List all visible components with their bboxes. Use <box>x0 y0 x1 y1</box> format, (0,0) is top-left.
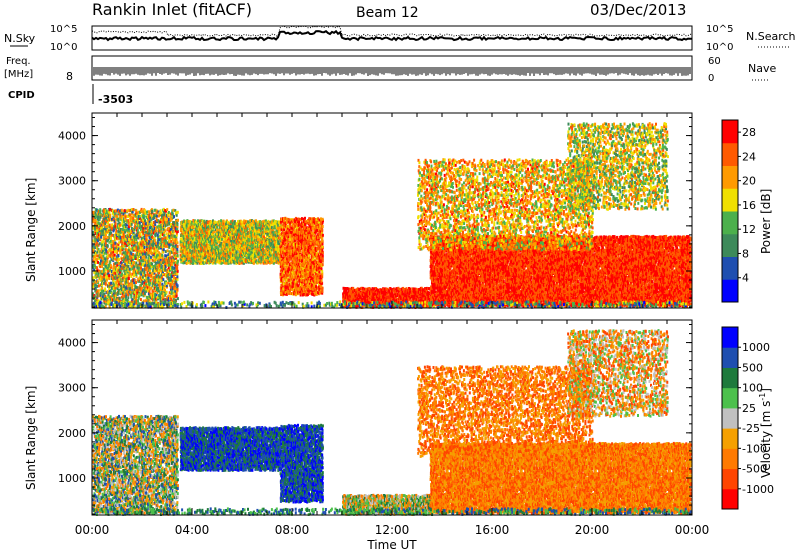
date-title: 03/Dec/2013 <box>590 1 686 19</box>
power-cell <box>109 224 111 227</box>
nsearch-tick-hi: 10^5 <box>706 24 733 35</box>
power-cell <box>102 240 104 243</box>
power-cell <box>106 279 108 282</box>
power-cell <box>114 254 116 257</box>
power-cell <box>113 266 115 269</box>
power-cell <box>118 262 120 265</box>
nave-tick-hi: 60 <box>708 56 721 67</box>
power-cell <box>124 209 126 212</box>
freq-panel: Freq. [MHz] 8 60 0 Nave <box>4 56 776 84</box>
cpid-value: -3503 <box>98 93 133 106</box>
power-cell <box>99 208 101 211</box>
power-cell <box>118 289 120 292</box>
power-cell <box>105 272 107 275</box>
power-cell <box>105 282 107 285</box>
power-cell <box>96 272 98 275</box>
beam-title: Beam 12 <box>356 5 419 21</box>
power-cell <box>109 214 111 217</box>
power-cell <box>121 272 123 275</box>
freq-label: Freq. <box>6 56 31 67</box>
power-cell <box>104 287 106 290</box>
power-cell <box>118 258 120 261</box>
power-cell <box>115 229 117 232</box>
power-cell <box>115 231 117 234</box>
power-cell <box>101 287 103 290</box>
station-title: Rankin Inlet (fitACF) <box>92 0 252 19</box>
power-cell <box>99 242 101 245</box>
power-data <box>92 122 692 309</box>
cpid-label: CPID <box>8 90 35 101</box>
power-cell <box>106 225 108 228</box>
nsky-tick-hi: 10^5 <box>50 24 77 35</box>
nave-tick-lo: 0 <box>708 73 714 84</box>
power-cell <box>95 261 97 264</box>
power-cell <box>115 284 117 287</box>
power-cell <box>111 234 113 237</box>
power-cell <box>118 241 120 244</box>
power-cell <box>114 242 116 245</box>
power-cell <box>110 237 112 240</box>
freq-unit: [MHz] <box>4 69 33 80</box>
power-cell <box>97 280 99 283</box>
power-cell <box>123 247 125 250</box>
nsearch-tick-lo: 10^0 <box>706 42 733 53</box>
radar-summary-plot: Rankin Inlet (fitACF) Beam 12 03/Dec/201… <box>0 0 800 554</box>
nsky-tick-lo: 10^0 <box>50 42 77 53</box>
power-cell <box>119 297 121 300</box>
power-cell <box>104 252 106 255</box>
power-cell <box>115 222 117 225</box>
power-cell <box>98 284 100 287</box>
nsearch-trace <box>92 26 692 36</box>
power-cell <box>125 296 127 299</box>
power-cell <box>107 245 109 248</box>
power-cell <box>110 264 112 267</box>
power-cell <box>96 266 98 269</box>
power-cell <box>98 290 100 293</box>
nsky-label: N.Sky <box>4 32 36 45</box>
power-cell <box>96 285 98 288</box>
power-cell <box>109 261 111 264</box>
noise-panel: N.Sky 10^5 10^0 10^5 10^0 N.Search <box>4 24 796 53</box>
freq-trace <box>92 67 690 76</box>
power-cell <box>119 224 121 227</box>
nave-label: Nave <box>748 62 776 75</box>
power-cell <box>121 209 123 212</box>
power-cell <box>111 223 113 226</box>
power-cell <box>97 261 99 264</box>
power-cell <box>101 243 103 246</box>
power-cell <box>106 260 108 263</box>
power-cell <box>100 236 102 239</box>
power-cell <box>92 276 94 279</box>
power-cell <box>110 282 112 285</box>
power-cell <box>114 262 116 265</box>
power-cell <box>116 215 118 218</box>
freq-tick: 8 <box>66 70 73 83</box>
power-cell <box>103 236 105 239</box>
plot-canvas: Rankin Inlet (fitACF) Beam 12 03/Dec/201… <box>0 0 800 554</box>
power-cell <box>117 292 119 295</box>
power-cell <box>96 258 98 261</box>
power-cell <box>96 251 98 254</box>
power-cell <box>108 274 110 277</box>
nsearch-label: N.Search <box>746 30 796 43</box>
power-cell <box>102 290 104 293</box>
